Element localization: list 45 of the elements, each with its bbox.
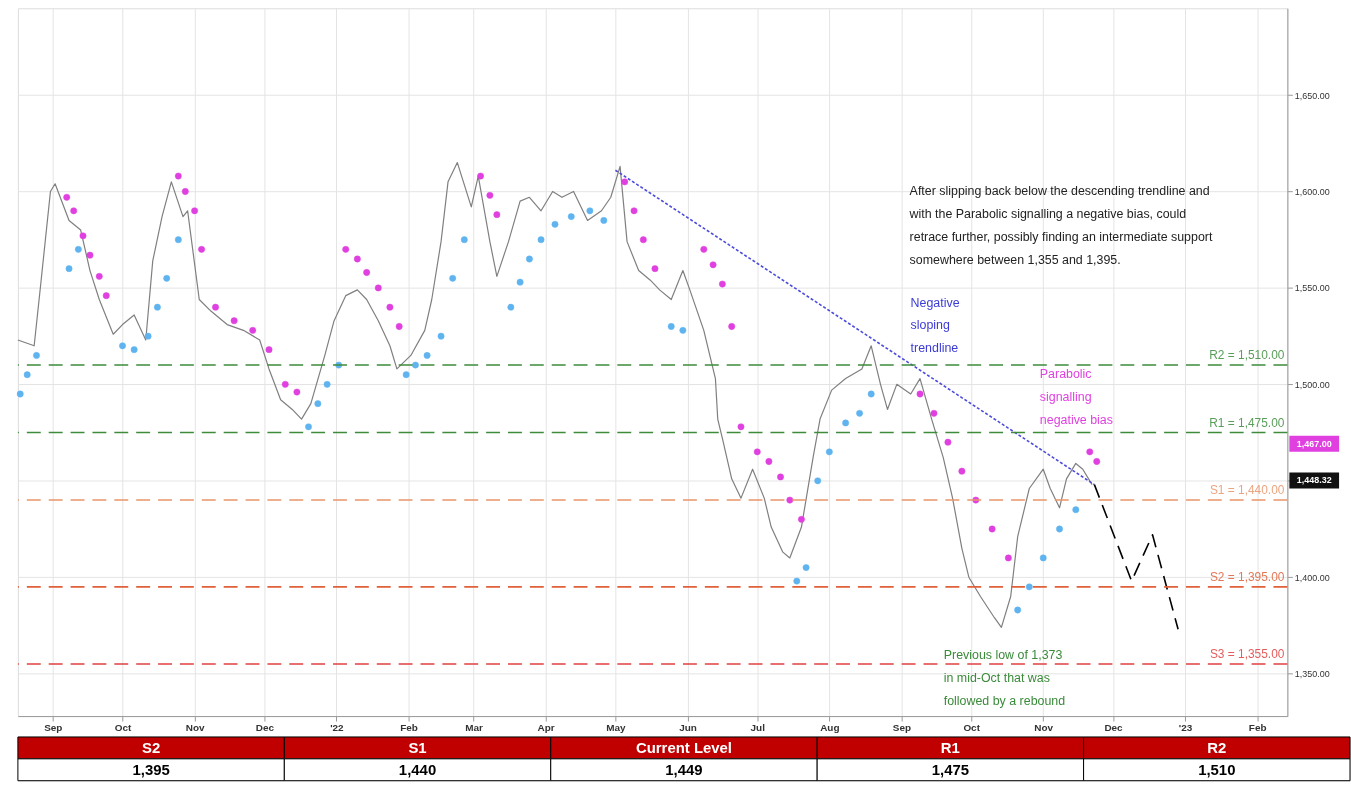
x-tick-label: Nov <box>1034 722 1054 734</box>
annotation: After slipping back below the descending trendline and with the Parabolic signalling a negative bias, could retrace further, possibly finding an intermediate support somewhere between 1,355 and 1,395. <box>908 184 1213 267</box>
text: 1,440 <box>398 761 437 778</box>
ref-line-label: R1 = 1,475.00 <box>1209 415 1285 430</box>
x-tick-label: Dec <box>1104 722 1124 734</box>
x-tick-label: May <box>606 722 627 734</box>
y-tick-label: 1,550.00 <box>1294 283 1330 294</box>
y-tick-label: 1,350.00 <box>1294 669 1330 680</box>
x-tick-label: Oct <box>114 722 132 734</box>
y-tick-label: 1,600.00 <box>1294 186 1330 197</box>
x-tick-label: Feb <box>400 722 418 734</box>
category-label: Current Level <box>635 739 732 756</box>
x-tick-label: Nov <box>185 722 205 734</box>
x-tick-label: Jul <box>750 722 766 734</box>
y-tick-label: 1,500.00 <box>1294 379 1330 390</box>
ref-line-label: S1 = 1,440.00 <box>1209 483 1285 498</box>
y-tick-label: 1,650.00 <box>1294 90 1330 101</box>
text: 1,475 <box>931 761 970 778</box>
annotation: Parabolic signalling negative bias <box>1039 367 1113 427</box>
text: 1,467.00 <box>1296 438 1332 449</box>
text: 1,449 <box>665 761 703 778</box>
x-tick-label: Sep <box>44 722 63 734</box>
x-tick-label: Sep <box>892 722 912 734</box>
category-label: R1 <box>940 739 960 756</box>
y-tick-label: 1,400.00 <box>1294 572 1330 583</box>
ref-line-label: R2 = 1,510.00 <box>1209 348 1285 363</box>
x-tick-label: Dec <box>255 722 275 734</box>
annotation: Previous low of 1,373 in mid-Oct that was followed by a rebound <box>943 648 1066 708</box>
category-label: R2 <box>1207 739 1227 756</box>
x-tick-label: Feb <box>1248 722 1267 734</box>
category-label: S2 <box>141 739 161 756</box>
x-tick-label: '22 <box>330 722 345 734</box>
x-tick-label: Oct <box>963 722 981 734</box>
category-label: S1 <box>408 739 427 756</box>
annotation: Negative sloping trendline <box>910 295 960 356</box>
x-tick-label: Aug <box>820 722 840 734</box>
x-tick-label: Mar <box>465 722 484 734</box>
ref-line-label: S2 = 1,395.00 <box>1209 569 1285 584</box>
x-tick-label: Apr <box>537 722 555 734</box>
x-tick-label: Jun <box>679 722 697 734</box>
ref-line-label: S3 = 1,355.00 <box>1209 647 1285 662</box>
text: 1,395 <box>132 761 170 778</box>
text: 1,510 <box>1198 761 1236 778</box>
text: 1,448.32 <box>1296 475 1332 486</box>
x-tick-label: '23 <box>1178 722 1193 734</box>
